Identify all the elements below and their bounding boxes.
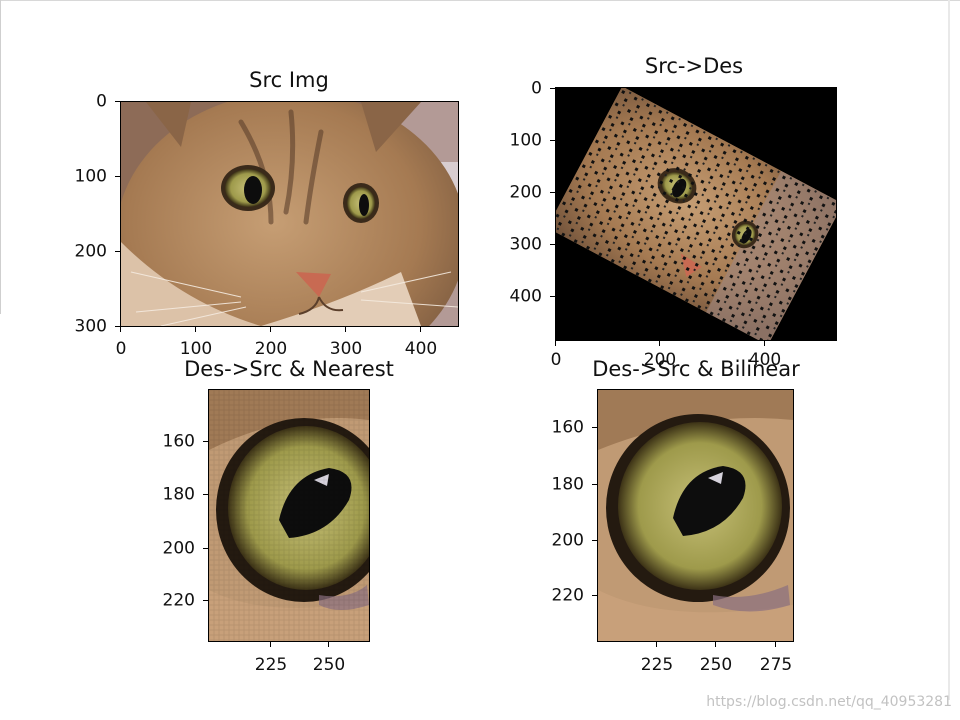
x-tick	[420, 327, 421, 332]
x-tick	[195, 327, 196, 332]
window-frame-top	[0, 0, 960, 1]
y-tick	[592, 595, 597, 596]
y-tick	[203, 600, 208, 601]
y-tick-label: 180	[551, 474, 584, 495]
y-tick	[115, 326, 120, 327]
y-tick	[592, 484, 597, 485]
y-tick	[115, 251, 120, 252]
x-tick-label: 0	[115, 339, 127, 359]
y-tick-label: 200	[74, 241, 107, 262]
x-tick	[764, 341, 765, 346]
x-tick	[270, 642, 271, 647]
y-tick	[592, 427, 597, 428]
plot-title: Src Img	[249, 68, 329, 92]
y-tick-label: 100	[74, 166, 107, 187]
plot-title: Src->Des	[644, 54, 744, 78]
y-tick	[550, 88, 555, 89]
y-tick	[550, 296, 555, 297]
y-tick	[592, 540, 597, 541]
y-tick	[115, 176, 120, 177]
y-tick	[550, 140, 555, 141]
y-tick	[115, 101, 120, 102]
x-tick-label: 0	[550, 350, 562, 370]
y-tick-label: 180	[162, 484, 195, 505]
y-tick-label: 300	[509, 234, 542, 255]
x-tick-label: 300	[329, 339, 363, 359]
x-tick	[120, 327, 121, 332]
x-tick-label: 225	[254, 655, 288, 675]
x-tick	[715, 642, 716, 647]
x-tick-label: 200	[643, 350, 677, 370]
x-tick-label: 200	[254, 339, 288, 359]
y-tick	[203, 494, 208, 495]
y-tick	[203, 548, 208, 549]
window-frame-right	[948, 0, 950, 700]
rotated-cat-image	[556, 88, 836, 340]
y-tick	[550, 192, 555, 193]
watermark: https://blog.csdn.net/qq_40953281	[706, 694, 952, 710]
window-frame-left	[0, 0, 1, 314]
plot-title: Des->Src & Nearest	[184, 357, 394, 381]
x-tick	[555, 341, 556, 346]
y-tick-label: 160	[551, 417, 584, 438]
x-tick-label: 250	[699, 655, 733, 675]
y-tick-label: 300	[74, 316, 107, 337]
image-axes	[555, 87, 837, 341]
x-tick	[775, 642, 776, 647]
image-axes	[120, 101, 459, 327]
x-tick	[270, 327, 271, 332]
y-tick-label: 0	[96, 91, 107, 112]
y-tick-label: 400	[509, 286, 542, 307]
y-tick-label: 100	[509, 130, 542, 151]
y-tick-label: 220	[162, 590, 195, 611]
y-tick-label: 200	[551, 530, 584, 551]
x-tick-label: 275	[759, 655, 793, 675]
y-tick	[550, 244, 555, 245]
x-tick-label: 400	[748, 350, 782, 370]
x-tick-label: 225	[640, 655, 674, 675]
image-axes	[597, 389, 794, 642]
x-tick	[656, 642, 657, 647]
y-tick-label: 220	[551, 585, 584, 606]
image-axes	[208, 389, 370, 642]
y-tick-label: 0	[531, 78, 542, 99]
x-tick	[345, 327, 346, 332]
cat-eye-nearest-image	[209, 390, 369, 641]
x-tick-label: 100	[179, 339, 213, 359]
y-tick	[203, 441, 208, 442]
cat-face-image	[121, 102, 458, 326]
plot-title: Des->Src & Bilinear	[592, 357, 800, 381]
y-tick-label: 160	[162, 431, 195, 452]
x-tick-label: 400	[404, 339, 438, 359]
y-tick-label: 200	[162, 538, 195, 559]
x-tick	[328, 642, 329, 647]
y-tick-label: 200	[509, 182, 542, 203]
x-tick	[659, 341, 660, 346]
cat-eye-bilinear-image	[598, 390, 793, 641]
x-tick-label: 250	[312, 655, 346, 675]
